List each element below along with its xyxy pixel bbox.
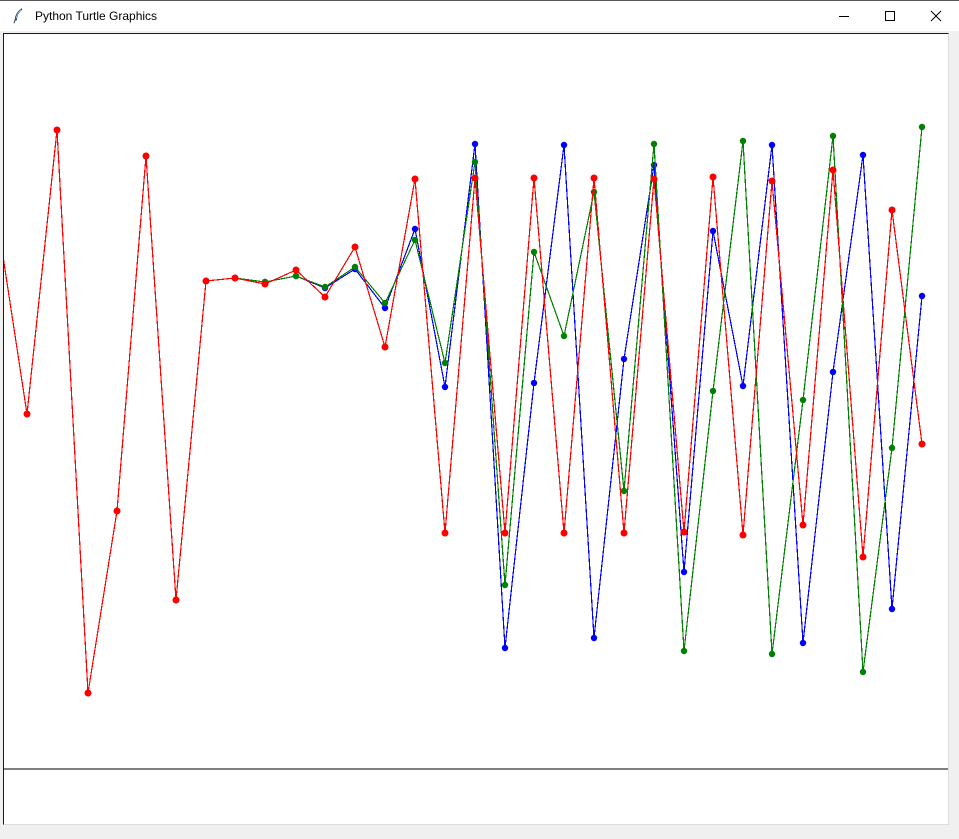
- data-point-red: [768, 177, 776, 185]
- data-point-blue: [590, 634, 598, 642]
- data-point-red: [799, 521, 807, 529]
- data-point-green: [799, 396, 807, 404]
- data-point-green: [441, 359, 449, 367]
- close-button[interactable]: [913, 1, 959, 31]
- data-point-green: [829, 132, 837, 140]
- data-point-red: [530, 174, 538, 182]
- data-point-red: [381, 343, 389, 351]
- data-point-red: [172, 596, 180, 604]
- data-point-blue: [739, 382, 747, 390]
- data-point-red: [351, 243, 359, 251]
- series-line-blue: [205, 143, 923, 649]
- window-title: Python Turtle Graphics: [35, 9, 158, 23]
- minimize-button[interactable]: [821, 1, 867, 31]
- data-point-blue: [381, 304, 389, 312]
- data-point-blue: [768, 141, 776, 149]
- data-point-blue: [530, 379, 538, 387]
- data-point-blue: [471, 140, 479, 148]
- data-point-red: [859, 553, 867, 561]
- data-point-green: [351, 263, 359, 271]
- data-point-red: [739, 531, 747, 539]
- data-point-red: [650, 175, 658, 183]
- title-bar[interactable]: Python Turtle Graphics: [0, 1, 959, 31]
- data-point-red: [471, 174, 479, 182]
- data-point-red: [142, 152, 150, 160]
- data-point-red: [620, 529, 628, 537]
- close-icon: [930, 10, 942, 22]
- data-point-red: [113, 507, 121, 515]
- data-point-green: [530, 248, 538, 256]
- data-point-red: [560, 529, 568, 537]
- data-point-green: [292, 272, 300, 280]
- data-point-red: [680, 528, 688, 536]
- data-point-red: [202, 277, 210, 285]
- data-point-red: [23, 410, 31, 418]
- data-point-red: [84, 689, 92, 697]
- data-point-green: [768, 650, 776, 658]
- data-point-green: [620, 487, 628, 495]
- data-point-red: [709, 173, 717, 181]
- data-point-red: [918, 440, 926, 448]
- series-line-green: [205, 126, 923, 673]
- data-point-red: [829, 166, 837, 174]
- turtle-canvas[interactable]: [3, 33, 949, 825]
- data-point-green: [859, 668, 867, 676]
- data-point-blue: [918, 292, 926, 300]
- canvas-gutter: [0, 31, 959, 839]
- data-point-blue: [888, 605, 896, 613]
- data-point-blue: [829, 368, 837, 376]
- data-point-red: [292, 266, 300, 274]
- data-point-red: [321, 293, 329, 301]
- maximize-button[interactable]: [867, 1, 913, 31]
- data-point-green: [888, 444, 896, 452]
- data-point-blue: [620, 355, 628, 363]
- data-point-red: [590, 174, 598, 182]
- data-point-green: [739, 137, 747, 145]
- tk-feather-icon: [13, 8, 23, 24]
- data-point-green: [501, 581, 509, 589]
- data-point-blue: [560, 141, 568, 149]
- data-point-red: [231, 274, 239, 282]
- data-point-green: [680, 647, 688, 655]
- data-point-red: [441, 529, 449, 537]
- data-point-green: [560, 332, 568, 340]
- series-line-red: [4, 129, 923, 694]
- data-point-green: [411, 236, 419, 244]
- maximize-icon: [885, 11, 895, 21]
- data-point-green: [709, 387, 717, 395]
- data-point-green: [471, 158, 479, 166]
- data-point-green: [590, 188, 598, 196]
- data-point-red: [411, 175, 419, 183]
- data-point-green: [321, 283, 329, 291]
- data-point-red: [888, 206, 896, 214]
- data-point-blue: [441, 383, 449, 391]
- data-point-blue: [859, 151, 867, 159]
- data-point-red: [261, 280, 269, 288]
- data-point-blue: [799, 639, 807, 647]
- chart-svg: [4, 123, 948, 770]
- minimize-icon: [839, 16, 849, 17]
- data-point-green: [650, 140, 658, 148]
- data-point-green: [381, 299, 389, 307]
- data-point-red: [501, 529, 509, 537]
- data-point-blue: [709, 227, 717, 235]
- data-point-green: [918, 123, 926, 131]
- data-point-red: [53, 126, 61, 134]
- data-point-blue: [680, 568, 688, 576]
- data-point-blue: [501, 644, 509, 652]
- data-point-blue: [411, 225, 419, 233]
